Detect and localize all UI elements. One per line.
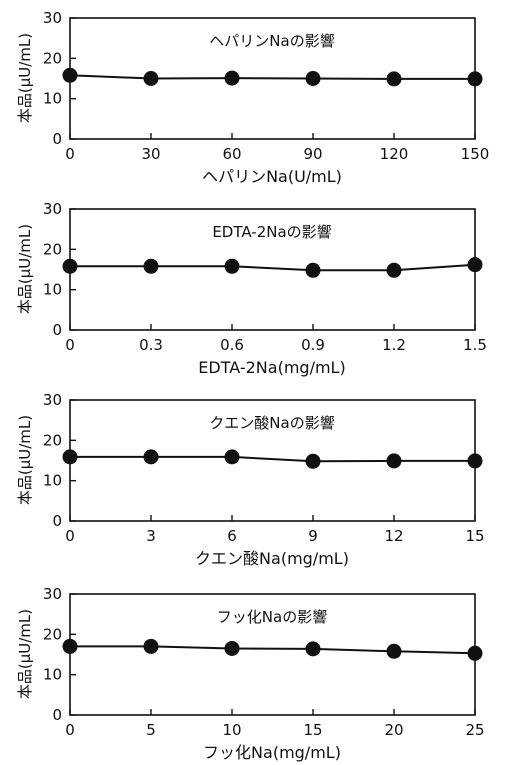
x-tick-label: 10 — [222, 721, 241, 739]
panel-title: EDTA-2Naの影響 — [212, 223, 331, 241]
data-point — [224, 70, 240, 86]
x-tick-label: 0 — [65, 145, 75, 163]
data-point — [467, 453, 483, 469]
x-tick-label: 0 — [65, 721, 75, 739]
data-point — [62, 258, 78, 274]
chart-panel-heparin: ヘパリンNaの影響 本品(μU/mL) ヘパリンNa(U/mL) 0 10 20 30… — [16, 9, 489, 186]
y-tick-label: 30 — [43, 391, 62, 409]
y-tick-label: 20 — [43, 625, 62, 643]
y-tick-label: 10 — [43, 90, 62, 108]
y-axis-label: 本品(μU/mL) — [16, 415, 34, 505]
x-tick-label: 25 — [465, 721, 484, 739]
y-axis-label: 本品(μU/mL) — [16, 224, 34, 314]
series-line — [70, 645, 476, 655]
x-tick-label: 0.3 — [139, 336, 163, 354]
chart-panel-edta: EDTA-2Naの影響 本品(μU/mL) EDTA-2Na(mg/mL) 0 1… — [16, 200, 487, 377]
x-tick-label: 0.6 — [220, 336, 244, 354]
chart-panel-fluoride: フッ化Naの影響 本品(μU/mL) フッ化Na(mg/mL) 0 10 20 30 0… — [16, 585, 485, 762]
x-tick-label: 0.9 — [301, 336, 325, 354]
x-axis-label: ヘパリンNa(U/mL) — [202, 167, 342, 186]
data-point — [224, 640, 240, 656]
data-point — [467, 257, 483, 273]
x-tick-label: 15 — [465, 527, 484, 545]
x-tick-label: 20 — [384, 721, 403, 739]
y-tick-label: 30 — [43, 9, 62, 27]
y-tick-label: 10 — [43, 281, 62, 299]
x-tick-label: 120 — [380, 145, 409, 163]
series-line — [69, 74, 475, 80]
x-tick-label: 150 — [461, 145, 490, 163]
y-tick-label: 30 — [43, 200, 62, 218]
x-tick-label: 6 — [227, 527, 237, 545]
data-point — [62, 67, 78, 83]
y-tick-label: 0 — [52, 512, 62, 530]
y-tick-label: 0 — [52, 321, 62, 339]
y-tick-label: 0 — [52, 130, 62, 148]
x-tick-label: 60 — [222, 145, 241, 163]
y-tick-label: 30 — [43, 585, 62, 603]
y-tick-label: 20 — [43, 49, 62, 67]
data-point — [143, 449, 159, 465]
x-tick-label: 0 — [65, 336, 75, 354]
data-point — [224, 449, 240, 465]
x-tick-label: 3 — [146, 527, 156, 545]
data-point — [143, 638, 159, 654]
series-line — [70, 263, 476, 272]
data-point — [386, 262, 402, 278]
y-tick-label: 10 — [43, 666, 62, 684]
x-tick-label: 1.2 — [382, 336, 406, 354]
y-tick-label: 0 — [52, 706, 62, 724]
x-tick-label: 15 — [303, 721, 322, 739]
x-tick-label: 0 — [65, 527, 75, 545]
x-axis-label: クエン酸Na(mg/mL) — [195, 549, 349, 568]
data-point — [467, 71, 483, 87]
panel-title: ヘパリンNaの影響 — [209, 32, 334, 50]
data-point — [143, 71, 159, 86]
chart-panel-citrate: クエン酸Naの影響 本品(μU/mL) クエン酸Na(mg/mL) 0 10 20 3… — [16, 391, 485, 568]
x-tick-label: 90 — [303, 145, 322, 163]
data-point — [386, 453, 402, 469]
data-point — [305, 262, 321, 278]
data-point — [305, 453, 321, 469]
y-axis-label: 本品(μU/mL) — [16, 609, 34, 699]
x-tick-label: 9 — [308, 527, 318, 545]
data-point — [224, 258, 240, 274]
data-point — [386, 643, 402, 659]
data-point — [386, 71, 402, 87]
panel-title: クエン酸Naの影響 — [209, 414, 334, 432]
series-line — [70, 455, 475, 463]
panel-title: フッ化Naの影響 — [217, 608, 327, 626]
x-axis-label: フッ化Na(mg/mL) — [203, 743, 341, 762]
y-tick-label: 20 — [43, 431, 62, 449]
data-point — [62, 638, 78, 654]
data-point — [305, 71, 321, 86]
data-point — [305, 641, 321, 657]
x-tick-label: 5 — [146, 721, 156, 739]
x-tick-label: 30 — [141, 145, 160, 163]
data-point — [467, 645, 483, 661]
data-point — [143, 258, 159, 274]
x-tick-label: 12 — [384, 527, 403, 545]
y-tick-label: 10 — [43, 472, 62, 490]
y-axis-label: 本品(μU/mL) — [16, 33, 34, 123]
y-tick-label: 20 — [43, 240, 62, 258]
x-tick-label: 1.5 — [463, 336, 487, 354]
data-point — [62, 449, 78, 465]
x-axis-label: EDTA-2Na(mg/mL) — [198, 358, 345, 377]
